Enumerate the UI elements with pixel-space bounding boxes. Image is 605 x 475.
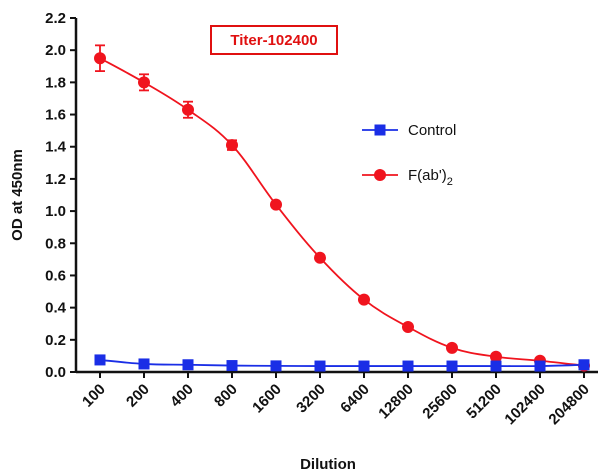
y-tick-label: 1.4 bbox=[45, 139, 67, 156]
y-tick-label: 0.8 bbox=[45, 235, 66, 252]
data-point bbox=[490, 360, 502, 372]
x-tick-label: 1600 bbox=[249, 381, 285, 417]
data-point bbox=[534, 360, 546, 372]
x-axis-ticks: 100 200 400 800 1600 3200 6400 12800 25600 512001… bbox=[79, 372, 593, 428]
y-axis-title: OD at 450nm bbox=[9, 149, 26, 241]
y-tick-label: 0.0 bbox=[45, 364, 66, 381]
legend-item: Control bbox=[362, 122, 456, 139]
titer-annotation-text: Titer-102400 bbox=[230, 32, 317, 49]
data-point bbox=[94, 52, 106, 65]
x-tick-label: 6400 bbox=[337, 381, 373, 417]
y-tick-label: 2.2 bbox=[45, 10, 66, 27]
y-tick-label: 1.0 bbox=[45, 203, 66, 220]
series-line bbox=[99, 57, 585, 367]
legend-marker bbox=[374, 124, 386, 136]
data-point bbox=[490, 350, 502, 363]
data-point bbox=[138, 358, 150, 370]
legend-label: Control bbox=[408, 122, 456, 139]
titer-annotation-box bbox=[210, 25, 338, 55]
y-tick-label: 2.0 bbox=[45, 42, 66, 59]
x-tick-label: 204800 bbox=[545, 381, 592, 428]
legend: Control F(ab')2 bbox=[362, 122, 456, 188]
legend-label: F(ab')2 bbox=[408, 167, 453, 188]
data-point bbox=[138, 76, 150, 89]
x-tick-label: 102400 bbox=[501, 381, 548, 428]
titer-annotation: Titer-102400 bbox=[210, 25, 338, 55]
data-point bbox=[578, 359, 590, 371]
data-point bbox=[446, 360, 458, 372]
x-tick-label: 12800 bbox=[375, 381, 417, 423]
legend-marker bbox=[374, 169, 386, 181]
x-tick-label: 100 bbox=[79, 381, 109, 411]
x-tick-label: 51200 bbox=[463, 381, 505, 423]
y-tick-label: 0.6 bbox=[45, 267, 66, 284]
y-tick-label: 1.8 bbox=[45, 74, 66, 91]
x-tick-label: 3200 bbox=[293, 381, 329, 417]
data-point bbox=[226, 360, 238, 372]
data-point bbox=[358, 360, 370, 372]
series-circle-group bbox=[94, 44, 590, 372]
data-point bbox=[314, 251, 326, 264]
x-axis-title: Dilution bbox=[300, 456, 356, 473]
data-point bbox=[314, 360, 326, 372]
y-axis-ticks: 0.0 0.2 0.4 0.6 0.8 1.0 1.2 1.4 1.6 1.8 2.0 2.2 bbox=[45, 10, 76, 381]
data-point bbox=[446, 341, 458, 354]
data-point bbox=[270, 360, 282, 372]
y-tick-label: 0.2 bbox=[45, 332, 66, 349]
y-tick-label: 0.4 bbox=[45, 300, 67, 317]
data-point bbox=[358, 293, 370, 306]
y-tick-label: 1.2 bbox=[45, 171, 66, 188]
x-tick-label: 400 bbox=[167, 381, 197, 411]
x-tick-label: 25600 bbox=[419, 381, 461, 423]
data-point bbox=[402, 360, 414, 372]
data-point bbox=[226, 139, 238, 152]
data-point bbox=[182, 359, 194, 371]
x-tick-label: 800 bbox=[211, 381, 241, 411]
y-tick-label: 1.6 bbox=[45, 107, 66, 124]
series-layer bbox=[94, 44, 590, 372]
data-point bbox=[94, 354, 106, 366]
x-tick-label: 200 bbox=[123, 381, 153, 411]
series-line bbox=[99, 359, 585, 368]
legend-item: F(ab')2 bbox=[362, 167, 453, 188]
data-point bbox=[182, 103, 194, 116]
data-point bbox=[270, 198, 282, 211]
series-square-group bbox=[94, 354, 590, 372]
data-point bbox=[402, 320, 414, 333]
